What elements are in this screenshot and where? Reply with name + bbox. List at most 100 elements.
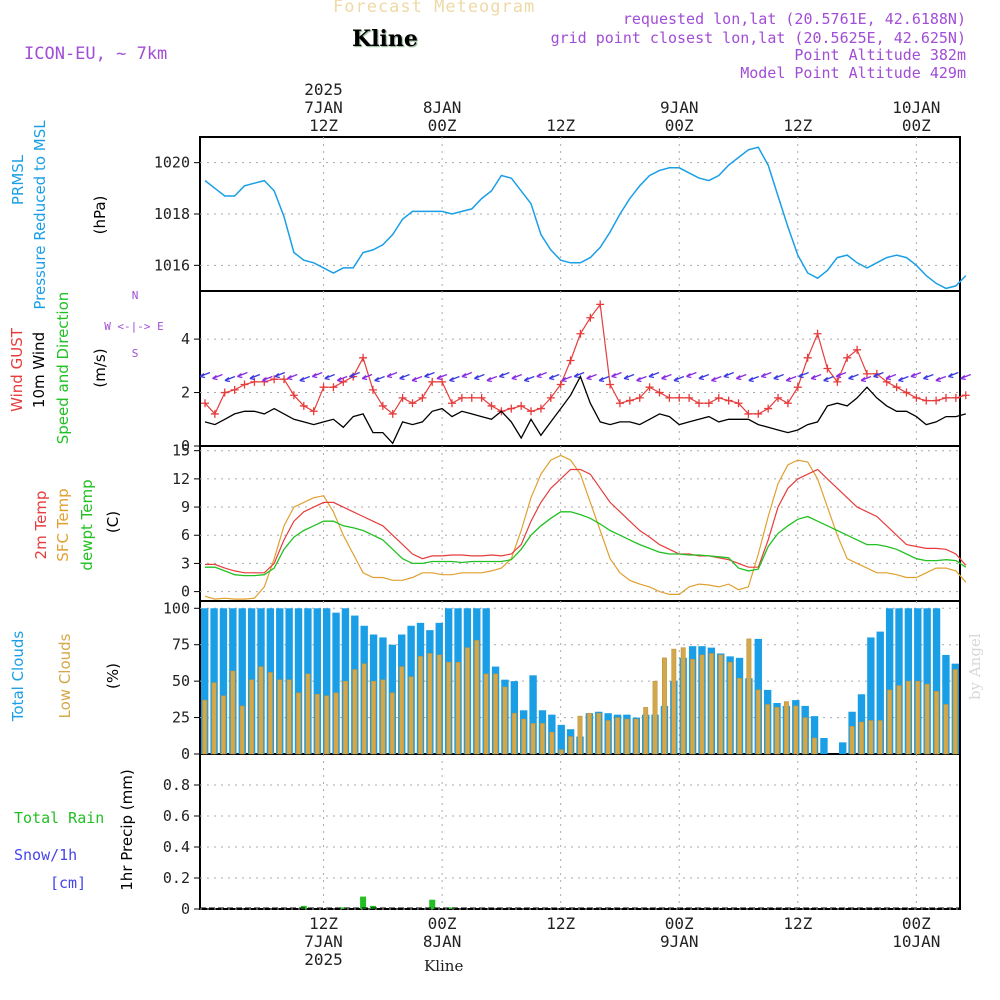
low-cloud-bar (652, 680, 658, 755)
temp-unit: (C) (104, 511, 122, 533)
low-cloud-bar (483, 673, 489, 755)
wind-direction-arrow (773, 373, 784, 381)
rain-bar (360, 896, 367, 909)
low-cloud-bar (577, 715, 583, 755)
temp2m-line (205, 468, 967, 574)
gust-marker (428, 377, 437, 386)
bottom-time-label: 9JAN (660, 932, 699, 951)
top-time-label: 00Z (428, 116, 457, 135)
wind-direction-arrow (848, 373, 859, 381)
wind10m-label: 10m Wind (30, 332, 48, 408)
low-cloud-bar (643, 707, 649, 755)
low-cloud-bar (389, 692, 395, 755)
low-cloud-bar (558, 749, 564, 755)
low-cloud-bar (361, 663, 367, 755)
total-cloud-bar (529, 675, 537, 754)
wind-ytick-label: 2 (181, 384, 190, 402)
wind-direction-arrow (698, 373, 710, 381)
wind-direction-arrow (523, 375, 535, 383)
low-cloud-bar (427, 653, 433, 755)
wind-direction-arrow (873, 371, 884, 379)
wind-direction-arrow (723, 371, 735, 379)
wind-direction-arrow (835, 371, 847, 379)
wind-direction-arrow (361, 373, 373, 381)
precip-ytick-label: 0.6 (163, 807, 190, 825)
gust-marker (596, 300, 605, 309)
gust-marker (942, 393, 950, 402)
gust-marker (280, 375, 289, 384)
temp-ytick-label: 6 (181, 526, 190, 544)
gust-marker (625, 396, 634, 405)
wind-direction-arrow (548, 373, 560, 381)
low-cloud-bar (746, 638, 752, 755)
gust-marker (803, 353, 812, 362)
total-cloud-bar (219, 608, 228, 754)
bottom-time-label: 00Z (665, 914, 694, 933)
gust-marker (576, 329, 585, 338)
gust-marker (704, 399, 713, 408)
pressure-long-label: Pressure Reduced to MSL (31, 120, 49, 310)
wind-direction-arrow (611, 371, 622, 379)
compass-we: W <-|-> E (104, 320, 164, 333)
wind-direction-arrow (898, 375, 909, 383)
bottom-time-label: 00Z (428, 914, 457, 933)
top-time-label: 2025 (304, 80, 343, 99)
top-time-label: 8JAN (423, 98, 462, 117)
wind-direction-arrow (760, 371, 772, 379)
gust-marker (507, 404, 516, 413)
wind-direction-arrow (286, 373, 298, 381)
gust-marker (527, 407, 536, 416)
gust-marker (418, 393, 427, 402)
wind-direction-arrow (910, 371, 922, 379)
wind-direction-arrow (436, 373, 448, 381)
low-cloud-bar (464, 647, 470, 755)
wind-direction-arrow (648, 371, 660, 379)
gust-marker (764, 404, 773, 413)
low-cloud-bar (699, 654, 705, 755)
wind-direction-arrow (598, 375, 610, 383)
wind-direction-arrow (623, 373, 635, 381)
total-cloud-bar (322, 608, 331, 754)
wind-direction-arrow (685, 371, 697, 379)
total-clouds-label: Total Clouds (9, 631, 27, 723)
gust-marker (477, 393, 486, 402)
low-cloud-bar (802, 717, 808, 755)
gust-marker (685, 393, 694, 402)
wind-gust-label: Wind GUST (8, 327, 26, 412)
precip-frame (199, 753, 961, 910)
pressure-ytick-label: 1018 (154, 205, 190, 223)
low-cloud-bar (540, 723, 545, 755)
compass-south: S (132, 347, 139, 360)
low-cloud-bar (680, 647, 686, 755)
low-cloud-bar (671, 648, 677, 755)
gust-marker (695, 399, 703, 408)
wind-direction-arrow (199, 371, 211, 379)
gust-line (204, 302, 966, 415)
wind-direction-arrow (374, 375, 385, 383)
pressure-ytick-label: 1016 (154, 256, 190, 274)
gust-marker (783, 399, 792, 408)
total-cloud-bar (923, 608, 931, 754)
clouds-ytick-label: 50 (172, 672, 190, 690)
wind-direction-arrow (573, 371, 585, 379)
low-cloud-bar (596, 712, 602, 755)
temp-ytick-label: 3 (181, 554, 190, 572)
gust-marker (487, 401, 496, 410)
gust-marker (724, 396, 733, 405)
wind-direction-arrow (261, 375, 273, 383)
low-cloud-bar (493, 673, 498, 755)
low-cloud-bar (774, 707, 780, 755)
low-cloud-bar (605, 720, 611, 755)
bottom-time-label: 12Z (783, 914, 812, 933)
wind-direction-arrow (299, 375, 311, 383)
wind-direction-arrow (311, 371, 323, 379)
low-cloud-bar (305, 673, 311, 755)
wind-direction-arrow (860, 375, 872, 383)
wind-direction-arrow (424, 371, 435, 379)
gust-marker (793, 383, 802, 392)
sfc-temp-label: SFC Temp (54, 488, 72, 561)
gust-marker (853, 345, 862, 354)
low-cloud-bar (221, 695, 226, 755)
wind-speed-dir-label: Speed and Direction (54, 292, 72, 445)
low-cloud-bar (615, 717, 620, 755)
